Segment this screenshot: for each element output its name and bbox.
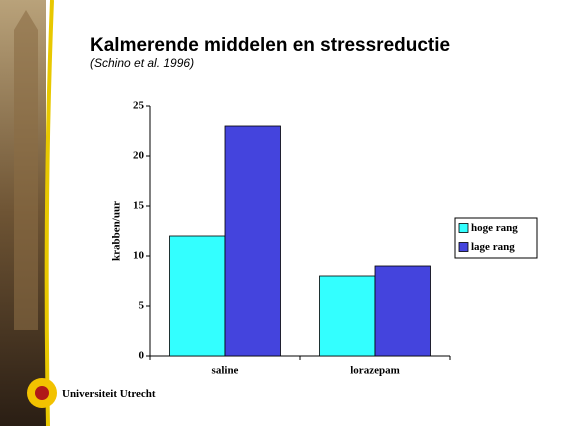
bar: [225, 126, 281, 356]
legend-label: hoge rang: [471, 222, 518, 234]
logo-center: [35, 386, 49, 400]
y-axis-label: krabben/uur: [111, 201, 123, 261]
legend-swatch: [459, 224, 468, 233]
x-tick-label: lorazepam: [350, 365, 399, 377]
y-tick-label: 5: [139, 300, 145, 312]
legend-swatch: [459, 243, 468, 252]
y-tick-label: 25: [133, 100, 145, 112]
logo-text: Universiteit Utrecht: [62, 388, 156, 400]
y-tick-label: 0: [139, 350, 145, 362]
y-tick-label: 10: [133, 250, 145, 262]
slide-subtitle: (Schino et al. 1996): [90, 56, 194, 70]
y-tick-label: 15: [133, 200, 145, 212]
slide: Kalmerende middelen en stressreductie (S…: [0, 0, 573, 426]
bar: [375, 266, 431, 356]
slide-title: Kalmerende middelen en stressreductie: [90, 35, 450, 56]
bar: [320, 276, 376, 356]
background: [0, 0, 573, 426]
tower-shape: [14, 10, 38, 330]
x-tick-label: saline: [212, 365, 239, 377]
logo: [27, 378, 57, 408]
y-tick-label: 20: [133, 150, 145, 162]
legend-label: lage rang: [471, 241, 515, 253]
bar: [170, 236, 226, 356]
